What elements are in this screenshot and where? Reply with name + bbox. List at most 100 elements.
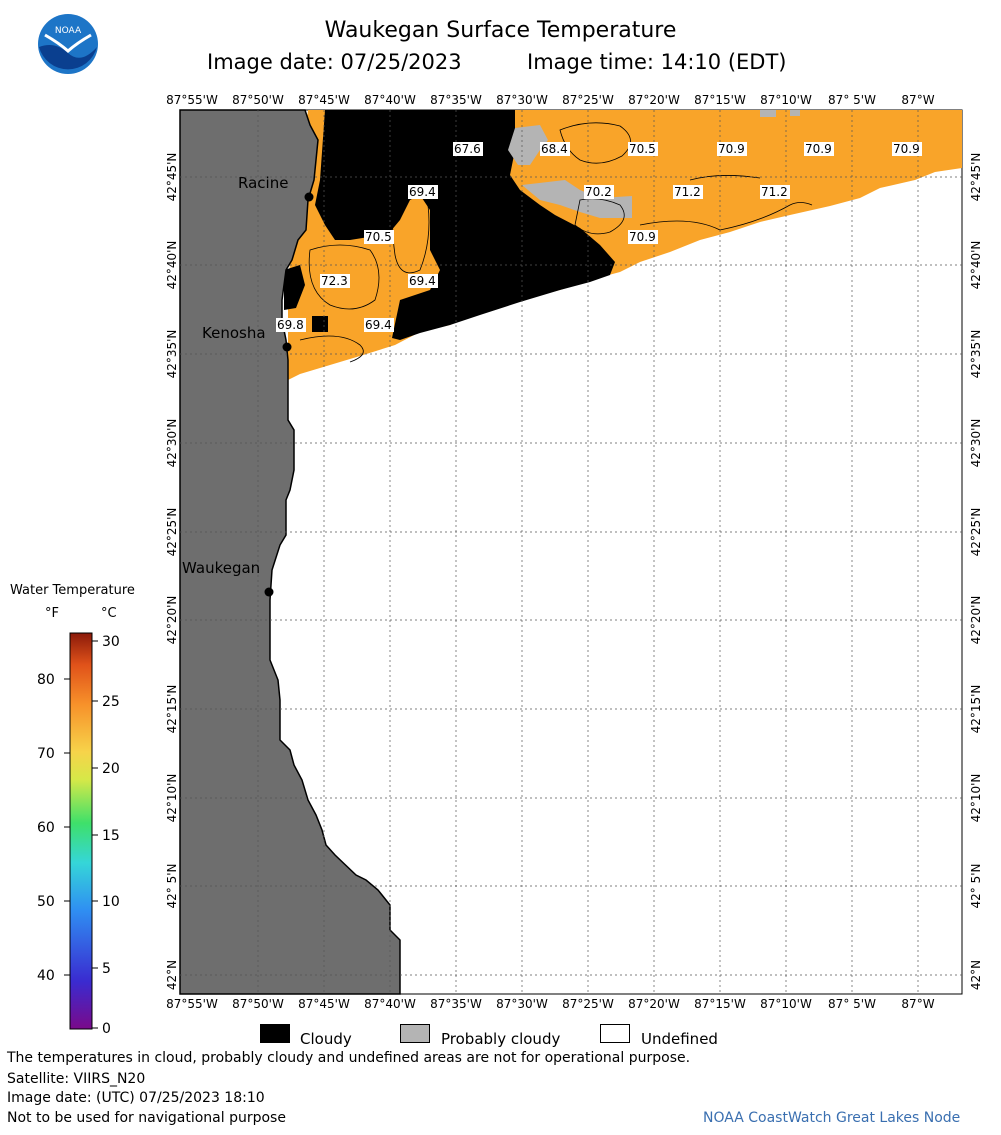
lat-label-left: 42°10'N	[165, 774, 179, 823]
lat-label-right: 42°10'N	[969, 774, 983, 823]
temp-label: 70.9	[893, 142, 920, 156]
lat-label-right: 42°30'N	[969, 419, 983, 468]
contour-line	[439, 249, 479, 286]
city-marker-racine	[304, 192, 314, 202]
temp-label: 69.4	[365, 318, 392, 332]
contour-line	[574, 198, 625, 235]
contour-line	[299, 335, 364, 363]
lon-label-bottom: 87°30'W	[496, 997, 548, 1011]
city-label-waukegan: Waukegan	[182, 559, 260, 577]
land-area	[179, 109, 401, 995]
lon-label-bottom: 87°15'W	[694, 997, 746, 1011]
temp-label: 69.4	[409, 274, 436, 288]
lat-label-left: 42°N	[165, 960, 179, 990]
cloudy-coast-patch	[284, 265, 305, 310]
noaa-logo: NOAA	[38, 14, 98, 74]
temp-label: 70.9	[629, 230, 656, 244]
colorbar-c-tick: 5	[102, 961, 111, 977]
lat-label-right: 42°45'N	[969, 153, 983, 202]
lat-label-left: 42°40'N	[165, 241, 179, 290]
temp-label: 69.8	[277, 318, 304, 332]
lon-label-top: 87°25'W	[562, 93, 614, 107]
colorbar-c-tick: 30	[102, 634, 120, 650]
temp-label: 70.9	[805, 142, 832, 156]
lon-label-top: 87°45'W	[298, 93, 350, 107]
footer-disclaimer: The temperatures in cloud, probably clou…	[7, 1050, 691, 1066]
colorbar-c-tick: 20	[102, 761, 120, 777]
temp-label: 72.3	[321, 274, 348, 288]
footer-credit: NOAA CoastWatch Great Lakes Node	[703, 1110, 961, 1126]
lat-label-right: 42°25'N	[969, 508, 983, 557]
temperature-labels: 67.6 68.4 70.5 70.9 70.9 70.9 69.4 70.2 …	[276, 142, 922, 332]
image-date: Image date: 07/25/2023	[207, 50, 462, 74]
lon-label-top: 87°10'W	[760, 93, 812, 107]
contour-line	[559, 122, 631, 164]
contour-line	[689, 175, 761, 181]
lat-label-right: 42°40'N	[969, 241, 983, 290]
probably-cloudy-pixel	[760, 110, 776, 117]
lon-label-bottom: 87°W	[901, 997, 934, 1011]
city-marker-kenosha	[282, 342, 292, 352]
lat-label-left: 42°30'N	[165, 419, 179, 468]
colorbar-c-tick: 0	[102, 1021, 111, 1037]
probably-cloudy-pixel	[790, 110, 800, 116]
temp-label: 70.5	[629, 142, 656, 156]
colorbar-unit-c: °C	[101, 606, 117, 621]
colorbar-f-tick: 70	[37, 746, 55, 762]
lat-label-right: 42°20'N	[969, 596, 983, 645]
temp-label: 70.2	[585, 185, 612, 199]
lon-label-bottom: 87°55'W	[166, 997, 218, 1011]
colorbar-unit-f: °F	[45, 606, 59, 621]
lon-label-top: 87°30'W	[496, 93, 548, 107]
legend-label-cloudy: Cloudy	[300, 1030, 352, 1048]
contour-line	[639, 202, 813, 231]
lon-label-top: 87°20'W	[628, 93, 680, 107]
colorbar-f-tick: 80	[37, 672, 55, 688]
lat-label-left: 42°20'N	[165, 596, 179, 645]
lon-label-top: 87°40'W	[364, 93, 416, 107]
cloudy-pixel	[312, 316, 328, 332]
lat-label-left: 42°25'N	[165, 508, 179, 557]
legend-label-probably-cloudy: Probably cloudy	[441, 1030, 561, 1048]
lat-label-right: 42°15'N	[969, 685, 983, 734]
lat-label-right: 42°35'N	[969, 330, 983, 379]
colorbar-f-tick: 60	[37, 820, 55, 836]
footer-utc-date: Image date: (UTC) 07/25/2023 18:10	[7, 1090, 265, 1106]
temp-label: 71.2	[674, 185, 701, 199]
colorbar-c-tick: 10	[102, 894, 120, 910]
city-label-kenosha: Kenosha	[202, 324, 266, 342]
temp-label: 71.2	[761, 185, 788, 199]
cloudy-pixel	[408, 305, 438, 327]
lon-label-bottom: 87°10'W	[760, 997, 812, 1011]
legend-swatch-probably-cloudy	[400, 1024, 430, 1043]
temp-label: 70.9	[718, 142, 745, 156]
lat-label-right: 42° 5'N	[969, 864, 983, 909]
lon-label-bottom: 87°40'W	[364, 997, 416, 1011]
lon-label-top: 87°15'W	[694, 93, 746, 107]
footer-nav-warning: Not to be used for navigational purpose	[7, 1110, 286, 1126]
lat-label-left: 42°15'N	[165, 685, 179, 734]
legend-swatch-cloudy	[260, 1024, 290, 1043]
cloudy-region	[315, 110, 615, 340]
lon-label-bottom: 87° 5'W	[828, 997, 876, 1011]
probably-cloudy-region	[508, 125, 548, 165]
temp-label: 68.4	[541, 142, 568, 156]
logo-text: NOAA	[55, 26, 82, 36]
lon-label-top: 87° 5'W	[828, 93, 876, 107]
probably-cloudy-region	[522, 180, 632, 218]
colorbar-title: Water Temperature	[10, 583, 135, 598]
lon-label-bottom: 87°50'W	[232, 997, 284, 1011]
temp-label: 70.5	[365, 230, 392, 244]
lon-label-bottom: 87°25'W	[562, 997, 614, 1011]
temp-label: 69.4	[409, 185, 436, 199]
lon-label-bottom: 87°35'W	[430, 997, 482, 1011]
footer-satellite: Satellite: VIIRS_N20	[7, 1071, 146, 1087]
lon-label-top: 87°50'W	[232, 93, 284, 107]
legend-label-undefined: Undefined	[641, 1030, 718, 1048]
lat-label-left: 42° 5'N	[165, 864, 179, 909]
lon-label-top: 87°W	[901, 93, 934, 107]
graticule	[180, 110, 962, 994]
legend-swatch-undefined	[600, 1024, 630, 1043]
lon-label-top: 87°55'W	[166, 93, 218, 107]
